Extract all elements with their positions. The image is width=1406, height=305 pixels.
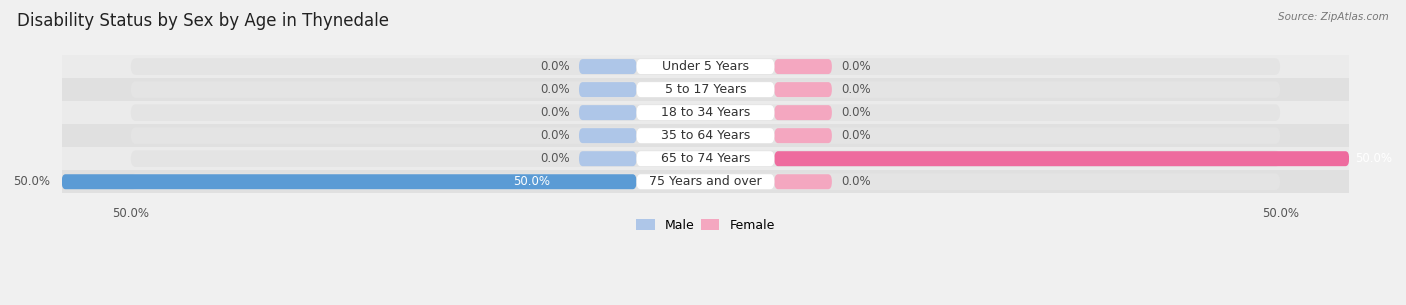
FancyBboxPatch shape <box>131 58 1281 75</box>
FancyBboxPatch shape <box>775 105 832 120</box>
FancyBboxPatch shape <box>637 59 775 74</box>
FancyBboxPatch shape <box>775 151 1350 166</box>
Text: Under 5 Years: Under 5 Years <box>662 60 749 73</box>
FancyBboxPatch shape <box>637 151 775 166</box>
FancyBboxPatch shape <box>637 105 775 120</box>
FancyBboxPatch shape <box>131 104 1281 121</box>
Text: 50.0%: 50.0% <box>1355 152 1392 165</box>
FancyBboxPatch shape <box>131 127 1281 144</box>
Text: 0.0%: 0.0% <box>841 60 870 73</box>
FancyBboxPatch shape <box>131 81 1281 98</box>
FancyBboxPatch shape <box>62 174 637 189</box>
Text: 0.0%: 0.0% <box>841 106 870 119</box>
Text: 0.0%: 0.0% <box>841 129 870 142</box>
Bar <box>62 55 1350 78</box>
FancyBboxPatch shape <box>775 174 832 189</box>
Text: 18 to 34 Years: 18 to 34 Years <box>661 106 749 119</box>
FancyBboxPatch shape <box>579 105 637 120</box>
Text: Disability Status by Sex by Age in Thynedale: Disability Status by Sex by Age in Thyne… <box>17 12 389 30</box>
FancyBboxPatch shape <box>579 128 637 143</box>
FancyBboxPatch shape <box>775 82 832 97</box>
FancyBboxPatch shape <box>579 59 637 74</box>
Bar <box>62 101 1350 124</box>
Text: 65 to 74 Years: 65 to 74 Years <box>661 152 751 165</box>
Text: 0.0%: 0.0% <box>540 60 569 73</box>
Bar <box>62 170 1350 193</box>
Text: 0.0%: 0.0% <box>841 175 870 188</box>
FancyBboxPatch shape <box>775 59 832 74</box>
Text: 0.0%: 0.0% <box>540 106 569 119</box>
Text: Source: ZipAtlas.com: Source: ZipAtlas.com <box>1278 12 1389 22</box>
FancyBboxPatch shape <box>637 128 775 143</box>
FancyBboxPatch shape <box>775 128 832 143</box>
Text: 75 Years and over: 75 Years and over <box>650 175 762 188</box>
Text: 50.0%: 50.0% <box>513 175 550 188</box>
Text: 35 to 64 Years: 35 to 64 Years <box>661 129 749 142</box>
FancyBboxPatch shape <box>637 82 775 97</box>
Bar <box>62 78 1350 101</box>
Legend: Male, Female: Male, Female <box>631 214 780 237</box>
Text: 0.0%: 0.0% <box>540 83 569 96</box>
Text: 5 to 17 Years: 5 to 17 Years <box>665 83 747 96</box>
FancyBboxPatch shape <box>579 151 637 166</box>
Text: 0.0%: 0.0% <box>841 83 870 96</box>
Text: 0.0%: 0.0% <box>540 129 569 142</box>
Bar <box>62 124 1350 147</box>
Bar <box>62 147 1350 170</box>
FancyBboxPatch shape <box>637 174 775 189</box>
FancyBboxPatch shape <box>131 150 1281 167</box>
FancyBboxPatch shape <box>131 174 1281 190</box>
Text: 0.0%: 0.0% <box>540 152 569 165</box>
FancyBboxPatch shape <box>579 82 637 97</box>
Text: 50.0%: 50.0% <box>13 175 51 188</box>
